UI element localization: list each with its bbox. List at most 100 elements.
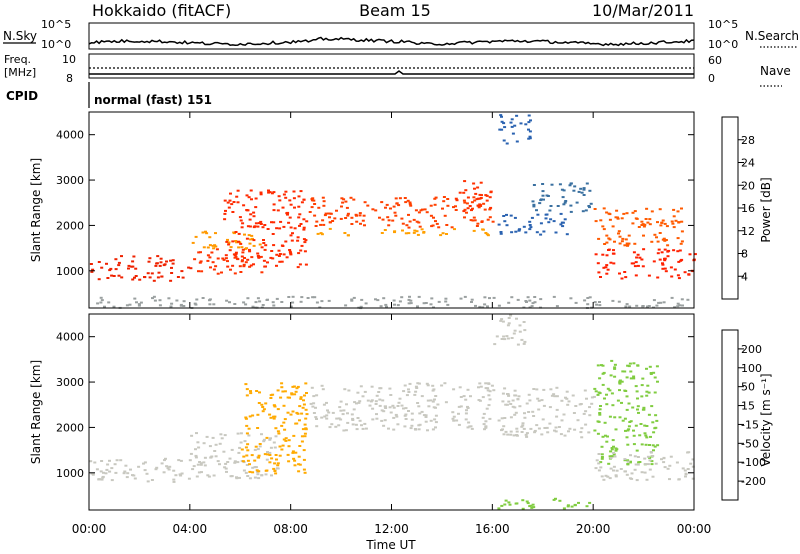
data-cell (424, 416, 428, 418)
data-cell (486, 305, 489, 308)
data-cell (596, 262, 600, 265)
data-cell (276, 408, 280, 411)
data-cell (395, 415, 399, 418)
freq-panel: Freq. [MHz] 10 8 60 0 Nave (4, 53, 791, 87)
data-cell (298, 419, 301, 422)
data-cell (341, 201, 345, 204)
data-cell (466, 196, 470, 199)
data-cell (238, 216, 242, 219)
data-cell (666, 467, 670, 470)
data-cell (632, 429, 635, 432)
data-cell (211, 261, 215, 264)
data-cell (163, 459, 166, 462)
data-cell (691, 458, 695, 461)
data-cell (343, 232, 347, 234)
data-cell (293, 227, 297, 230)
data-cell (632, 443, 636, 446)
data-cell (514, 502, 518, 505)
data-cell (458, 386, 462, 389)
data-cell (608, 389, 612, 392)
data-cell (214, 245, 218, 248)
data-cell (297, 216, 301, 219)
data-cell (634, 463, 638, 466)
data-cell (363, 224, 366, 227)
data-cell (328, 426, 332, 429)
noise-panel-frame (88, 22, 695, 50)
data-cell (572, 189, 576, 192)
data-cell (117, 264, 121, 267)
data-cell (543, 427, 547, 429)
data-cell (384, 303, 388, 306)
data-cell (246, 225, 250, 228)
data-cell (414, 428, 418, 431)
data-cell (635, 390, 639, 393)
data-cell (615, 209, 619, 212)
data-cell (554, 497, 557, 500)
data-cell (250, 234, 254, 237)
freq-trace (89, 70, 694, 75)
data-cell (292, 457, 296, 460)
data-region (594, 451, 695, 482)
data-cell (269, 397, 273, 399)
data-cell (275, 264, 278, 267)
data-cell (511, 405, 515, 408)
data-cell (187, 266, 191, 269)
data-cell (482, 423, 486, 426)
data-cell (359, 222, 362, 225)
data-cell (469, 219, 473, 222)
data-cell (618, 272, 621, 275)
data-cell (602, 266, 606, 269)
data-cell (256, 252, 260, 255)
data-cell (137, 465, 141, 468)
data-cell (286, 211, 290, 214)
data-cell (640, 384, 644, 387)
data-cell (321, 196, 325, 199)
data-cell (513, 329, 517, 332)
data-cell (298, 224, 301, 227)
x-tick-label: 00:00 (72, 522, 107, 536)
data-cell (264, 473, 268, 476)
data-cell (245, 237, 249, 240)
data-cell (165, 465, 169, 468)
data-cell (613, 363, 617, 366)
data-cell (532, 415, 536, 417)
data-cell (237, 451, 241, 454)
data-cell (612, 465, 616, 468)
data-cell (358, 419, 362, 422)
data-cell (625, 408, 629, 411)
data-cell (457, 412, 460, 415)
data-cell (643, 471, 647, 474)
data-cell (197, 471, 201, 474)
data-cell (466, 207, 470, 210)
data-cell (666, 244, 670, 247)
data-cell (100, 460, 104, 462)
data-cell (150, 272, 154, 275)
data-cell (130, 265, 134, 268)
data-cell (89, 263, 93, 265)
data-cell (381, 399, 385, 402)
data-cell (114, 258, 118, 261)
data-cell (638, 461, 642, 463)
data-cell (108, 269, 112, 272)
data-cell (378, 216, 381, 219)
data-cell (188, 459, 192, 462)
data-cell (208, 299, 211, 302)
data-cell (672, 249, 676, 252)
data-cell (96, 302, 100, 305)
data-cell (194, 448, 197, 451)
data-cell (277, 195, 281, 198)
data-cell (500, 429, 503, 432)
data-cell (528, 228, 532, 231)
data-cell (548, 209, 552, 212)
data-cell (246, 459, 250, 462)
data-cell (426, 429, 429, 432)
data-cell (211, 244, 215, 247)
data-cell (504, 430, 508, 433)
data-cell (583, 389, 587, 392)
data-cell (611, 252, 615, 255)
data-cell (155, 262, 159, 265)
data-cell (644, 218, 648, 220)
data-cell (582, 412, 586, 415)
data-cell (434, 414, 438, 417)
data-cell (652, 431, 656, 434)
